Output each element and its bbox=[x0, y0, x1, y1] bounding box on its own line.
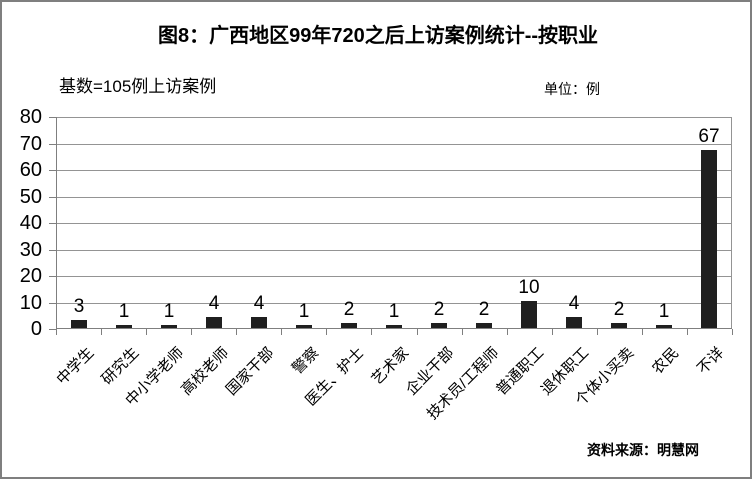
bar-value-label: 3 bbox=[73, 296, 85, 317]
x-tick-0 bbox=[56, 329, 57, 335]
gridline-60 bbox=[56, 170, 732, 171]
bar-value-label: 4 bbox=[568, 293, 580, 314]
y-tick-label-10: 10 bbox=[19, 292, 42, 314]
y-tick-label-70: 70 bbox=[19, 133, 42, 155]
bar-退休职工 bbox=[566, 317, 582, 328]
x-category-label-text: 普通职工 bbox=[492, 344, 548, 399]
bar-value-label: 2 bbox=[478, 299, 490, 320]
bar-value-label: 1 bbox=[118, 301, 130, 322]
bar-医生、护士 bbox=[341, 323, 357, 328]
x-axis-line bbox=[56, 328, 732, 329]
y-tick-50 bbox=[49, 197, 56, 198]
bar-中学生 bbox=[71, 320, 87, 328]
bar-不详 bbox=[701, 150, 717, 328]
x-tick-12 bbox=[597, 329, 598, 335]
y-tick-80 bbox=[49, 117, 56, 118]
gridline-70 bbox=[56, 144, 732, 145]
bar-个体小买卖 bbox=[611, 323, 627, 328]
gridline-30 bbox=[56, 250, 732, 251]
bar-value-label: 1 bbox=[163, 301, 175, 322]
x-tick-8 bbox=[417, 329, 418, 335]
y-tick-70 bbox=[49, 144, 56, 145]
y-tick-label-60: 60 bbox=[19, 159, 42, 181]
bar-研究生 bbox=[116, 325, 132, 328]
x-tick-14 bbox=[687, 329, 688, 335]
x-tick-6 bbox=[326, 329, 327, 335]
bar-value-label: 2 bbox=[613, 299, 625, 320]
bar-value-label: 1 bbox=[298, 301, 310, 322]
x-category-label-text: 高校老师 bbox=[177, 344, 233, 399]
x-category-label-text: 中学生 bbox=[53, 344, 98, 389]
x-tick-3 bbox=[191, 329, 192, 335]
bar-中小学老师 bbox=[161, 325, 177, 328]
source-note: 资料来源：明慧网 bbox=[587, 442, 699, 458]
x-tick-10 bbox=[507, 329, 508, 335]
y-tick-60 bbox=[49, 170, 56, 171]
plot-area: 3 1 1 4 4 1 2 1 2 2 10 4 2 1 67 中学生 研究生 中小学老师 高校老师 国家干部 警察 医生… bbox=[49, 117, 733, 423]
y-tick-label-40: 40 bbox=[19, 212, 42, 234]
bar-value-label: 10 bbox=[518, 277, 540, 298]
y-axis-line bbox=[56, 117, 57, 335]
y-tick-30 bbox=[49, 250, 56, 251]
x-tick-9 bbox=[462, 329, 463, 335]
x-tick-5 bbox=[281, 329, 282, 335]
bar-警察 bbox=[296, 325, 312, 328]
bar-企业干部 bbox=[431, 323, 447, 328]
y-tick-label-20: 20 bbox=[19, 265, 42, 287]
bar-技术员/工程师 bbox=[476, 323, 492, 328]
x-category-label-text: 不详 bbox=[694, 344, 728, 378]
x-tick-7 bbox=[371, 329, 372, 335]
x-tick-11 bbox=[552, 329, 553, 335]
y-tick-10 bbox=[49, 303, 56, 304]
x-tick-2 bbox=[146, 329, 147, 335]
bar-value-label: 2 bbox=[433, 299, 445, 320]
x-category-label-text: 警察 bbox=[289, 344, 323, 378]
x-category-label-text: 研究生 bbox=[98, 344, 143, 389]
bar-value-label: 2 bbox=[343, 299, 355, 320]
x-category-label-text: 艺术家 bbox=[368, 344, 413, 389]
x-category-label-text: 国家干部 bbox=[222, 344, 278, 399]
gridline-80 bbox=[56, 117, 732, 118]
gridline-40 bbox=[56, 223, 732, 224]
y-tick-label-0: 0 bbox=[30, 318, 42, 340]
bar-value-label: 4 bbox=[208, 293, 220, 314]
x-tick-13 bbox=[642, 329, 643, 335]
gridline-50 bbox=[56, 197, 732, 198]
bar-农民 bbox=[656, 325, 672, 328]
y-tick-20 bbox=[49, 276, 56, 277]
base-count-note: 基数=105例上访案例 bbox=[59, 77, 217, 96]
x-tick-15 bbox=[732, 329, 733, 335]
gridline-10 bbox=[56, 303, 732, 304]
bar-value-label: 1 bbox=[388, 301, 400, 322]
x-tick-1 bbox=[101, 329, 102, 335]
x-category-label-text: 农民 bbox=[649, 344, 683, 378]
x-tick-4 bbox=[236, 329, 237, 335]
y-tick-label-30: 30 bbox=[19, 239, 42, 261]
bar-艺术家 bbox=[386, 325, 402, 328]
chart-title: 图8：广西地区99年720之后上访案例统计--按职业 bbox=[157, 25, 599, 47]
unit-note: 单位：例 bbox=[544, 81, 600, 97]
bar-普通职工 bbox=[521, 301, 537, 328]
bar-高校老师 bbox=[206, 317, 222, 328]
plot-right-border bbox=[731, 117, 732, 329]
bar-value-label: 4 bbox=[253, 293, 265, 314]
y-tick-label-80: 80 bbox=[19, 106, 42, 128]
bar-国家干部 bbox=[251, 317, 267, 328]
bar-value-label: 67 bbox=[698, 126, 720, 147]
gridline-20 bbox=[56, 276, 732, 277]
y-tick-40 bbox=[49, 223, 56, 224]
y-tick-0 bbox=[49, 329, 56, 330]
y-tick-label-50: 50 bbox=[19, 186, 42, 208]
bar-value-label: 1 bbox=[658, 301, 670, 322]
